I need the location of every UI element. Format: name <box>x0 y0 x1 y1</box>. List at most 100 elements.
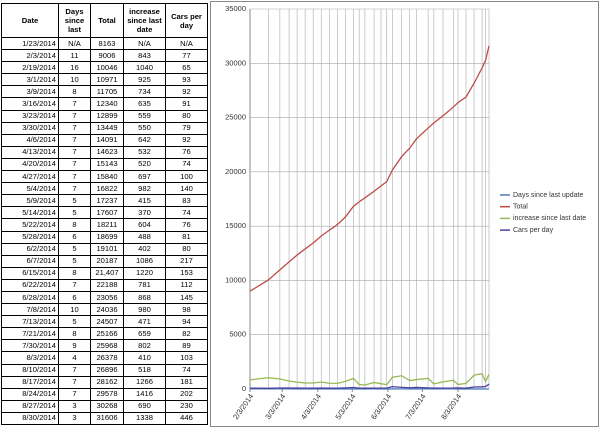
table-cell: 25166 <box>90 327 124 341</box>
table-cell: 83 <box>165 194 208 208</box>
legend-label: Days since last update <box>513 192 584 199</box>
table-row: 2/3/2014 11 9006 843 77 <box>1 49 208 63</box>
table-cell: 24507 <box>90 315 124 329</box>
table-cell: 604 <box>123 218 166 232</box>
table-cell: 8 <box>58 266 91 280</box>
y-tick-label: 25000 <box>225 113 246 122</box>
table-row: 3/9/2014 8 11705 734 92 <box>1 85 208 99</box>
table-cell: 5 <box>58 206 91 220</box>
table-cell: 74 <box>165 206 208 220</box>
table-cell: 14623 <box>90 145 124 159</box>
table-cell: 8/10/2014 <box>1 363 59 377</box>
table-row: 4/13/2014 7 14623 532 76 <box>1 145 208 159</box>
table-cell: 1040 <box>123 61 166 75</box>
table-row: 5/28/2014 6 18699 488 81 <box>1 230 208 244</box>
table-row: 4/6/2014 7 14091 642 92 <box>1 133 208 147</box>
table-cell: 6/22/2014 <box>1 278 59 292</box>
table-cell: 21,407 <box>90 266 124 280</box>
table-cell: 18211 <box>90 218 124 232</box>
column-header: Days since last <box>58 3 91 38</box>
table-cell: 5/9/2014 <box>1 194 59 208</box>
table-cell: 7 <box>58 121 91 135</box>
table-cell: 520 <box>123 157 166 172</box>
table-cell: 802 <box>123 339 166 353</box>
table-cell: N/A <box>123 36 166 51</box>
table-cell: 5/4/2014 <box>1 182 59 196</box>
table-cell: 550 <box>123 121 166 135</box>
series-line <box>249 45 490 292</box>
table-cell: 6 <box>58 230 91 244</box>
table-cell: 446 <box>165 411 208 426</box>
table-cell: 3/30/2014 <box>1 121 59 135</box>
y-tick-label: 10000 <box>225 275 246 284</box>
table-cell: 80 <box>165 242 208 256</box>
table-cell: 6/7/2014 <box>1 254 59 268</box>
table-row: 8/10/2014 7 26896 518 74 <box>1 363 208 377</box>
table-cell: 8 <box>58 218 91 232</box>
table-row: 8/3/2014 4 26378 410 103 <box>1 351 208 365</box>
table-row: 7/30/2014 9 25968 802 89 <box>1 339 208 353</box>
table-cell: 8/30/2014 <box>1 411 59 426</box>
table-cell: 635 <box>123 97 166 111</box>
table-cell: 1416 <box>123 387 166 401</box>
table-cell: 7 <box>58 278 91 292</box>
table-row: 1/23/2014 N/A 8163 N/A N/A <box>1 36 208 51</box>
table-cell: 982 <box>123 182 166 196</box>
table-row: 7/8/2014 10 24036 980 98 <box>1 303 208 317</box>
table-cell: 5 <box>58 315 91 329</box>
table-cell: 11705 <box>90 85 124 99</box>
table-cell: 24036 <box>90 303 124 317</box>
table-cell: 410 <box>123 351 166 365</box>
table-cell: 4 <box>58 351 91 365</box>
table-cell: 17237 <box>90 194 124 208</box>
column-header: Date <box>1 3 59 38</box>
table-cell: 10971 <box>90 73 124 87</box>
table-cell: 3/16/2014 <box>1 97 59 111</box>
table-cell: 77 <box>165 49 208 63</box>
table-cell: 12340 <box>90 97 124 111</box>
table-cell: 402 <box>123 242 166 256</box>
table-cell: 980 <box>123 303 166 317</box>
table-cell: 6 <box>58 290 91 305</box>
table-cell: 140 <box>165 182 208 196</box>
table-cell: 7 <box>58 387 91 401</box>
table-row: 5/4/2014 7 16822 982 140 <box>1 182 208 196</box>
table-cell: 8163 <box>90 36 124 51</box>
table-cell: 202 <box>165 387 208 401</box>
table-body: 1/23/2014 N/A 8163 N/A N/A 2/3/2014 11 9006 843 7… <box>1 36 208 426</box>
y-tick-label: 0 <box>242 384 246 393</box>
table-cell: 488 <box>123 230 166 244</box>
table-cell: 843 <box>123 49 166 63</box>
table-cell: 16 <box>58 61 91 75</box>
table-cell: 690 <box>123 399 166 413</box>
table-cell: 181 <box>165 375 208 389</box>
table-cell: 1/23/2014 <box>1 36 59 51</box>
table-cell: 7 <box>58 182 91 196</box>
table-cell: 7/13/2014 <box>1 315 59 329</box>
table-cell: 8 <box>58 85 91 99</box>
table-cell: 3 <box>58 399 91 413</box>
table-cell: 4/27/2014 <box>1 170 59 184</box>
table-cell: 370 <box>123 206 166 220</box>
y-tick-label: 20000 <box>225 167 246 176</box>
table-cell: 2/19/2014 <box>1 61 59 75</box>
table-cell: 7 <box>58 375 91 389</box>
table-row: 8/17/2014 7 28162 1266 181 <box>1 375 208 389</box>
table-cell: 18699 <box>90 230 124 244</box>
table-row: 8/27/2014 3 30268 690 230 <box>1 399 208 413</box>
table-row: 5/22/2014 8 18211 604 76 <box>1 218 208 232</box>
table-cell: 74 <box>165 157 208 172</box>
legend-label: Total <box>513 204 528 211</box>
table-cell: 8 <box>58 327 91 341</box>
table-row: 6/28/2014 6 23056 868 145 <box>1 290 208 305</box>
y-tick-label: 35000 <box>225 4 246 13</box>
table-cell: 20187 <box>90 254 124 268</box>
table-cell: 7/8/2014 <box>1 303 59 317</box>
table-cell: 3/23/2014 <box>1 109 59 123</box>
table-row: 3/23/2014 7 12899 559 80 <box>1 109 208 123</box>
table-cell: 16822 <box>90 182 124 196</box>
table-cell: 8/27/2014 <box>1 399 59 413</box>
table-cell: 5/22/2014 <box>1 218 59 232</box>
table-cell: 7 <box>58 157 91 172</box>
table-cell: 217 <box>165 254 208 268</box>
